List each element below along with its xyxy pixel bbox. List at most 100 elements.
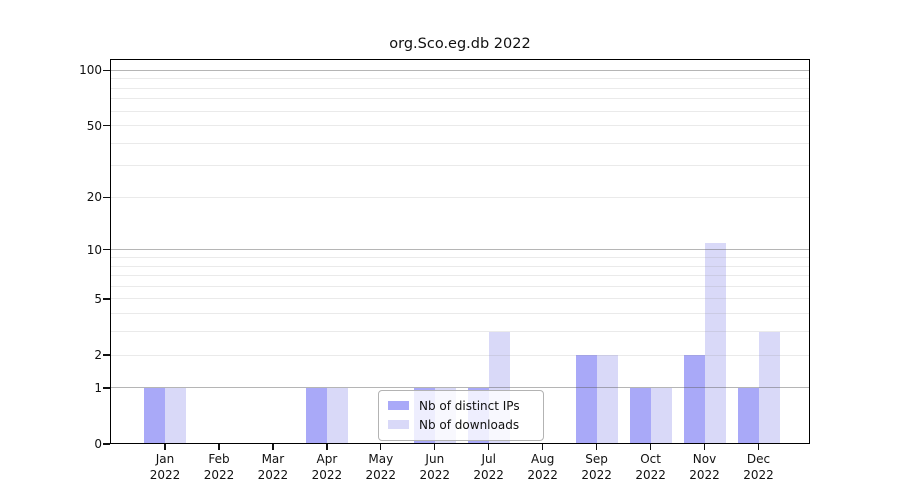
legend: Nb of distinct IPs Nb of downloads bbox=[378, 390, 544, 441]
x-tick-label-apr: Apr 2022 bbox=[297, 452, 357, 483]
y-tick-label-50: 50 bbox=[86, 118, 102, 133]
y-tick-label-100: 100 bbox=[79, 63, 102, 78]
x-tick-month-oct: Oct bbox=[640, 452, 661, 466]
x-tick-label-may: May 2022 bbox=[351, 452, 411, 483]
x-tick-month-nov: Nov bbox=[692, 452, 717, 466]
gridline-30 bbox=[110, 165, 810, 167]
x-tick-oct bbox=[650, 444, 652, 450]
gridline-50 bbox=[110, 125, 810, 126]
y-tick-label-5: 5 bbox=[94, 291, 102, 306]
x-tick-month-jun: Jun bbox=[425, 452, 445, 466]
bar-nb-of-downloads-apr bbox=[326, 387, 348, 444]
y-tick-50 bbox=[103, 124, 110, 127]
x-tick-month-jan: Jan bbox=[155, 452, 175, 466]
y-tick-10 bbox=[103, 249, 110, 251]
y-tick-5 bbox=[103, 298, 110, 300]
bar-nb-of-distinct-ips-sep bbox=[575, 355, 597, 444]
x-tick-label-dec: Dec 2022 bbox=[729, 452, 789, 483]
legend-item-distinct-ips: Nb of distinct IPs bbox=[388, 396, 534, 415]
x-tick-jun bbox=[434, 444, 436, 450]
x-tick-aug bbox=[542, 444, 544, 450]
x-tick-month-sep: Sep bbox=[585, 452, 608, 466]
bar-nb-of-distinct-ips-apr bbox=[305, 387, 327, 444]
gridline-10 bbox=[110, 249, 810, 251]
gridline-5 bbox=[110, 298, 810, 300]
y-tick-2 bbox=[103, 354, 110, 356]
y-tick-20 bbox=[103, 196, 110, 199]
x-tick-year-aug: 2022 bbox=[527, 467, 558, 482]
x-tick-jan bbox=[164, 444, 166, 450]
bar-nb-of-downloads-oct bbox=[650, 387, 672, 444]
y-tick-label-1: 1 bbox=[94, 380, 102, 395]
gridline-4 bbox=[110, 313, 810, 315]
x-tick-label-aug: Aug 2022 bbox=[513, 452, 573, 483]
y-tick-label-0: 0 bbox=[94, 437, 102, 451]
x-tick-mar bbox=[272, 444, 274, 450]
x-tick-month-feb: Feb bbox=[208, 452, 230, 466]
x-tick-month-jul: Jul bbox=[481, 452, 496, 466]
x-tick-year-feb: 2022 bbox=[203, 467, 235, 482]
y-tick-1 bbox=[103, 387, 110, 389]
gridline-2 bbox=[110, 354, 810, 356]
y-tick-label-10: 10 bbox=[86, 242, 102, 257]
bar-nb-of-distinct-ips-dec bbox=[737, 387, 759, 444]
x-tick-year-apr: 2022 bbox=[311, 467, 343, 482]
x-tick-month-mar: Mar bbox=[261, 452, 285, 466]
x-tick-jul bbox=[488, 444, 490, 450]
x-tick-month-dec: Dec bbox=[746, 452, 771, 466]
legend-item-downloads: Nb of downloads bbox=[388, 415, 534, 434]
x-tick-label-mar: Mar 2022 bbox=[243, 452, 303, 483]
bar-nb-of-downloads-dec bbox=[758, 331, 780, 444]
x-tick-apr bbox=[326, 444, 328, 450]
x-tick-year-mar: 2022 bbox=[257, 467, 289, 482]
x-tick-year-nov: 2022 bbox=[689, 467, 720, 482]
x-tick-month-apr: Apr bbox=[316, 452, 338, 466]
x-tick-month-aug: Aug bbox=[530, 452, 555, 466]
y-tick-0 bbox=[103, 443, 110, 445]
gridline-100 bbox=[110, 69, 810, 71]
legend-label-distinct-ips: Nb of distinct IPs bbox=[419, 398, 520, 413]
legend-label-downloads: Nb of downloads bbox=[419, 417, 520, 432]
x-tick-label-jun: Jun 2022 bbox=[405, 452, 465, 483]
y-tick-label-2: 2 bbox=[94, 348, 102, 362]
gridline-60 bbox=[110, 110, 810, 112]
gridline-90 bbox=[110, 78, 810, 80]
gridline-40 bbox=[110, 142, 810, 144]
x-tick-label-jul: Jul 2022 bbox=[459, 452, 519, 483]
gridline-9 bbox=[110, 257, 810, 258]
x-tick-year-oct: 2022 bbox=[635, 467, 666, 482]
chart-title: org.Sco.eg.db 2022 bbox=[389, 36, 531, 52]
legend-swatch-distinct-ips bbox=[388, 401, 409, 410]
x-tick-dec bbox=[757, 444, 760, 450]
bar-nb-of-downloads-jan bbox=[165, 387, 186, 444]
gridline-8 bbox=[110, 265, 810, 267]
bar-nb-of-downloads-nov bbox=[704, 242, 726, 444]
gridline-7 bbox=[110, 275, 810, 277]
x-tick-sep bbox=[596, 444, 598, 450]
x-tick-year-may: 2022 bbox=[365, 467, 397, 482]
gridline-3 bbox=[110, 331, 810, 333]
gridline-1 bbox=[110, 387, 810, 389]
x-tick-may bbox=[380, 444, 382, 450]
x-tick-label-feb: Feb 2022 bbox=[189, 452, 249, 483]
x-tick-year-jan: 2022 bbox=[149, 467, 181, 482]
x-tick-label-sep: Sep 2022 bbox=[567, 452, 627, 483]
x-tick-label-jan: Jan 2022 bbox=[135, 452, 195, 483]
gridline-20 bbox=[110, 196, 810, 198]
bar-nb-of-distinct-ips-oct bbox=[629, 387, 651, 444]
plot-area: Nb of distinct IPs Nb of downloads bbox=[110, 59, 810, 444]
x-tick-year-jun: 2022 bbox=[419, 467, 451, 482]
x-tick-feb bbox=[218, 444, 220, 450]
x-tick-label-nov: Nov 2022 bbox=[675, 452, 735, 483]
y-tick-100 bbox=[103, 69, 110, 71]
x-tick-label-oct: Oct 2022 bbox=[621, 452, 681, 483]
gridline-70 bbox=[110, 98, 810, 100]
bar-nb-of-distinct-ips-nov bbox=[683, 355, 705, 444]
bar-nb-of-downloads-sep bbox=[596, 355, 618, 444]
x-tick-year-sep: 2022 bbox=[581, 467, 612, 482]
gridline-6 bbox=[110, 285, 810, 287]
x-tick-nov bbox=[703, 444, 706, 450]
x-tick-year-dec: 2022 bbox=[743, 467, 774, 482]
x-tick-year-jul: 2022 bbox=[473, 467, 504, 482]
